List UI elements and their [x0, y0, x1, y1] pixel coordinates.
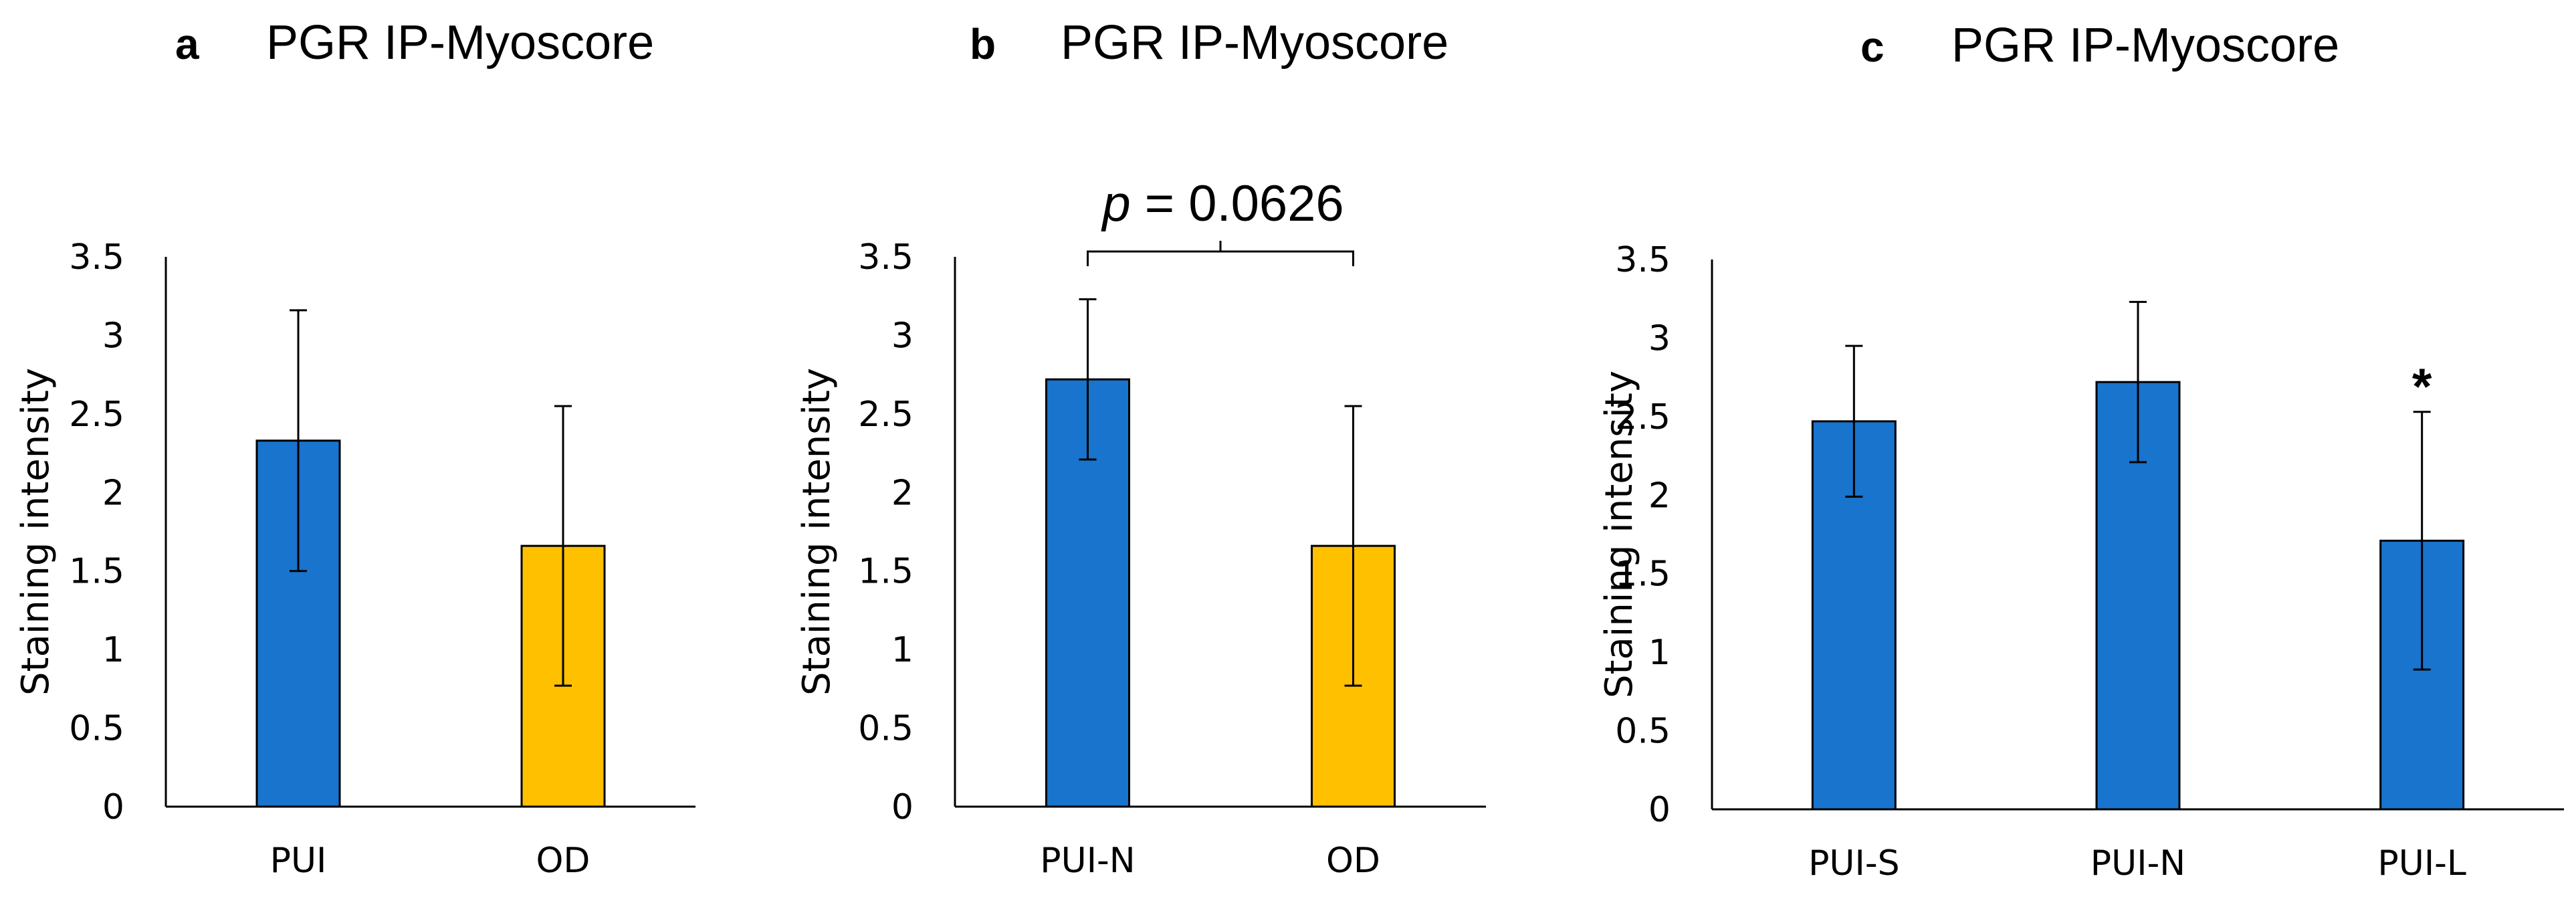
y-tick-label: 0.5	[69, 709, 124, 749]
panel-letter: b	[970, 20, 996, 68]
x-category-label: PUI-S	[1808, 843, 1900, 884]
y-tick-label: 2	[891, 473, 914, 513]
y-tick-label: 3.5	[69, 237, 124, 278]
x-category-label: PUI	[270, 841, 327, 881]
x-category-label: PUI-N	[2090, 843, 2185, 884]
y-tick-label: 1	[102, 630, 124, 670]
y-tick-label: 2.5	[69, 395, 124, 435]
significance-star: *	[2412, 359, 2432, 415]
y-tick-label: 0	[891, 787, 914, 827]
y-tick-label: 3.5	[858, 237, 914, 278]
p-value-label: p = 0.0626	[1101, 175, 1344, 232]
y-tick-label: 1.5	[858, 552, 914, 592]
y-tick-label: 1	[1648, 633, 1671, 673]
bar	[1045, 378, 1130, 808]
y-tick-label: 0	[1648, 790, 1671, 830]
y-tick-label: 0.5	[1615, 712, 1671, 752]
x-category-label: PUI-L	[2377, 843, 2466, 884]
panel-letter: a	[175, 20, 199, 68]
p-value-text: = 0.0626	[1131, 175, 1344, 232]
y-axis-title: Staining intensity	[1598, 371, 1641, 698]
panel-title: PGR IP-Myoscore	[1061, 16, 1448, 70]
y-tick-label: 2	[102, 473, 124, 513]
y-tick-label: 2.5	[1615, 397, 1671, 437]
y-axis-title: Staining intensity	[795, 368, 839, 696]
y-tick-label: 1	[891, 630, 914, 670]
y-tick-label: 3	[102, 316, 124, 356]
significance-bracket	[1087, 241, 1354, 266]
y-tick-label: 2	[1648, 476, 1671, 516]
x-category-label: PUI-N	[1040, 841, 1135, 881]
panel-letter: c	[1860, 23, 1885, 71]
y-tick-label: 0	[102, 787, 124, 827]
y-tick-label: 1.5	[69, 552, 124, 592]
panel-a: a PGR IP-Myoscore Staining intensity 0 0.5 1 1…	[14, 16, 695, 881]
y-tick-label: 0.5	[858, 709, 914, 749]
y-axis-title: Staining intensity	[14, 368, 58, 696]
x-category-label: OD	[1326, 841, 1380, 881]
y-tick-label: 3.5	[1615, 240, 1671, 280]
y-tick-label: 1.5	[1615, 554, 1671, 595]
y-tick-label: 3	[891, 316, 914, 356]
panel-c: c PGR IP-Myoscore Staining intensity 0 0.5 1 1…	[1598, 19, 2564, 884]
x-category-label: OD	[536, 841, 591, 881]
panel-b: b PGR IP-Myoscore Staining intensity 0 0.5 1 1…	[795, 16, 1486, 881]
p-value-symbol: p	[1101, 175, 1130, 232]
y-tick-label: 2.5	[858, 395, 914, 435]
panel-title: PGR IP-Myoscore	[266, 16, 654, 70]
y-tick-label: 3	[1648, 318, 1671, 359]
panel-title: PGR IP-Myoscore	[1951, 19, 2339, 72]
